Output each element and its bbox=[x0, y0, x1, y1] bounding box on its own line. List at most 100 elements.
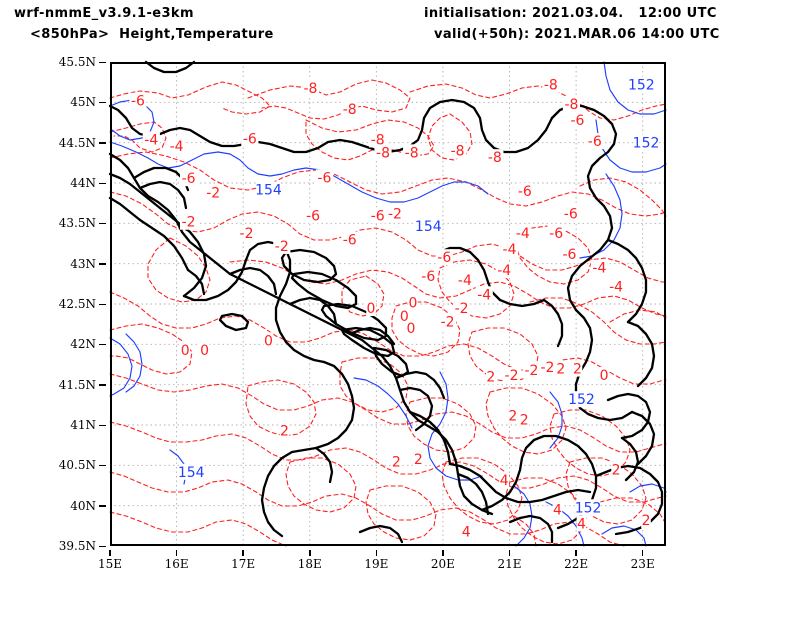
svg-text:-8: -8 bbox=[544, 78, 558, 94]
y-axis-tick-mark bbox=[99, 464, 106, 467]
contour-value-label: 2 bbox=[508, 407, 518, 424]
contour-value-label: 2 bbox=[555, 360, 566, 378]
svg-text:-8: -8 bbox=[405, 145, 419, 161]
x-axis-tick-label: 16E bbox=[164, 557, 189, 571]
y-axis-tick-label: 42.5N bbox=[58, 297, 96, 311]
svg-text:152: 152 bbox=[628, 78, 655, 94]
contour-value-label: -8 bbox=[301, 79, 320, 97]
svg-text:-8: -8 bbox=[303, 81, 317, 97]
x-axis-tick-mark bbox=[641, 550, 644, 556]
svg-text:152: 152 bbox=[568, 392, 595, 408]
contour-value-label: 0 bbox=[366, 300, 376, 317]
svg-text:-4: -4 bbox=[458, 273, 472, 289]
y-axis-tick-label: 41N bbox=[70, 418, 96, 432]
svg-text:154: 154 bbox=[255, 182, 282, 198]
contour-value-label: 2 bbox=[641, 512, 651, 529]
contour-value-label: 2 bbox=[611, 461, 621, 478]
contour-value-label: -6 bbox=[304, 207, 322, 224]
contour-value-label: 0 bbox=[199, 341, 210, 359]
y-axis-tick-mark bbox=[99, 182, 106, 185]
svg-text:-2: -2 bbox=[540, 360, 554, 376]
svg-text:-6: -6 bbox=[306, 208, 320, 224]
contour-value-label: 2 bbox=[486, 368, 496, 386]
x-axis-tick-label: 18E bbox=[297, 557, 322, 571]
contour-value-label: -2 bbox=[452, 300, 471, 317]
contour-value-label: 4 bbox=[552, 501, 563, 519]
contour-value-label: -4 bbox=[475, 286, 493, 303]
svg-text:-2: -2 bbox=[455, 301, 469, 317]
svg-text:2: 2 bbox=[392, 454, 401, 470]
contour-value-label: 0 bbox=[599, 366, 609, 384]
contour-value-label: -4 bbox=[495, 262, 513, 279]
contour-value-label: -2 bbox=[273, 237, 291, 255]
y-axis-tick-label: 43N bbox=[70, 256, 96, 271]
svg-text:-6: -6 bbox=[518, 184, 532, 200]
svg-text:2: 2 bbox=[642, 513, 651, 529]
svg-text:-6: -6 bbox=[317, 170, 331, 186]
x-axis-tick-mark bbox=[308, 550, 311, 556]
contour-value-label: -6 bbox=[560, 245, 579, 263]
x-axis-tick-mark bbox=[442, 550, 444, 556]
svg-text:-8: -8 bbox=[488, 150, 502, 166]
svg-text:2: 2 bbox=[280, 424, 289, 440]
contour-value-label: -6 bbox=[435, 249, 453, 266]
y-axis-tick-label: 39.5N bbox=[58, 539, 96, 553]
contour-labels-layer: -8-8-8-8 -8-8-8-8 -8-6-6-6 -6-6 -6-6-6-6-6-6… bbox=[129, 76, 659, 540]
svg-text:0: 0 bbox=[409, 295, 418, 311]
contour-value-label: -4 bbox=[607, 278, 625, 295]
svg-text:-6: -6 bbox=[243, 132, 257, 148]
svg-text:0: 0 bbox=[600, 368, 609, 384]
svg-text:4: 4 bbox=[500, 473, 509, 489]
x-axis-tick-label: 19E bbox=[364, 557, 389, 571]
x-axis-tick-label: 20E bbox=[430, 557, 455, 571]
contour-value-label: -8 bbox=[403, 144, 421, 161]
x-axis-tick-mark bbox=[109, 550, 111, 556]
y-axis-tick-mark bbox=[99, 343, 106, 346]
svg-text:-6: -6 bbox=[588, 134, 602, 150]
contour-value-label: -6 bbox=[341, 231, 359, 248]
contour-value-label: -4 bbox=[456, 271, 474, 289]
svg-text:-2: -2 bbox=[240, 226, 254, 242]
y-axis-labels: 39.5N 40N 40.5N 41N 41.5N 42N 42.5N 43N 43.5N 44N… bbox=[42, 55, 106, 553]
svg-text:-4: -4 bbox=[592, 261, 606, 277]
contour-value-label: -6 bbox=[547, 225, 565, 242]
y-axis-tick-label: 45.5N bbox=[58, 55, 96, 69]
contour-value-label: -2 bbox=[237, 225, 256, 242]
svg-text:2: 2 bbox=[414, 452, 423, 468]
coastline-layer bbox=[108, 60, 664, 544]
contour-value-label: -6 bbox=[568, 112, 587, 129]
svg-text:-6: -6 bbox=[570, 113, 584, 129]
contour-value-label: 154 bbox=[415, 217, 442, 235]
svg-text:152: 152 bbox=[575, 500, 602, 516]
x-axis-tick-label: 15E bbox=[97, 557, 123, 571]
contour-value-label: 2 bbox=[572, 360, 583, 378]
x-axis-tick-mark bbox=[508, 550, 511, 556]
contour-value-label: 2 bbox=[279, 422, 290, 440]
x-axis-tick-mark bbox=[375, 550, 378, 556]
contour-value-label: -2 bbox=[522, 362, 541, 379]
y-axis-tick-label: 41.5N bbox=[58, 377, 96, 392]
contour-value-label: -2 bbox=[386, 205, 404, 223]
contour-value-label: -8 bbox=[448, 142, 467, 160]
contour-value-label: -8 bbox=[341, 100, 359, 118]
svg-text:2: 2 bbox=[486, 370, 495, 386]
svg-text:-2: -2 bbox=[206, 186, 220, 202]
x-axis-tick-mark bbox=[175, 550, 178, 556]
svg-text:2: 2 bbox=[508, 408, 517, 424]
y-axis-tick-mark bbox=[99, 303, 106, 306]
y-axis-tick-mark bbox=[99, 505, 106, 507]
y-axis-tick-label: 43.5N bbox=[58, 216, 96, 231]
contour-value-label: 4 bbox=[499, 471, 509, 489]
contour-value-label: -6 bbox=[369, 207, 387, 224]
y-axis-tick-mark bbox=[99, 142, 106, 144]
contour-value-label: -8 bbox=[562, 95, 581, 113]
svg-text:-2: -2 bbox=[388, 207, 402, 223]
contour-value-label: -2 bbox=[204, 184, 222, 202]
svg-text:-6: -6 bbox=[549, 226, 563, 242]
svg-text:-4: -4 bbox=[503, 242, 517, 258]
contour-value-label: 4 bbox=[461, 523, 472, 540]
y-axis-tick-label: 45N bbox=[70, 95, 96, 110]
svg-text:-4: -4 bbox=[497, 263, 511, 279]
contour-value-label: -4 bbox=[167, 137, 186, 155]
contour-value-label: -2 bbox=[179, 213, 198, 231]
